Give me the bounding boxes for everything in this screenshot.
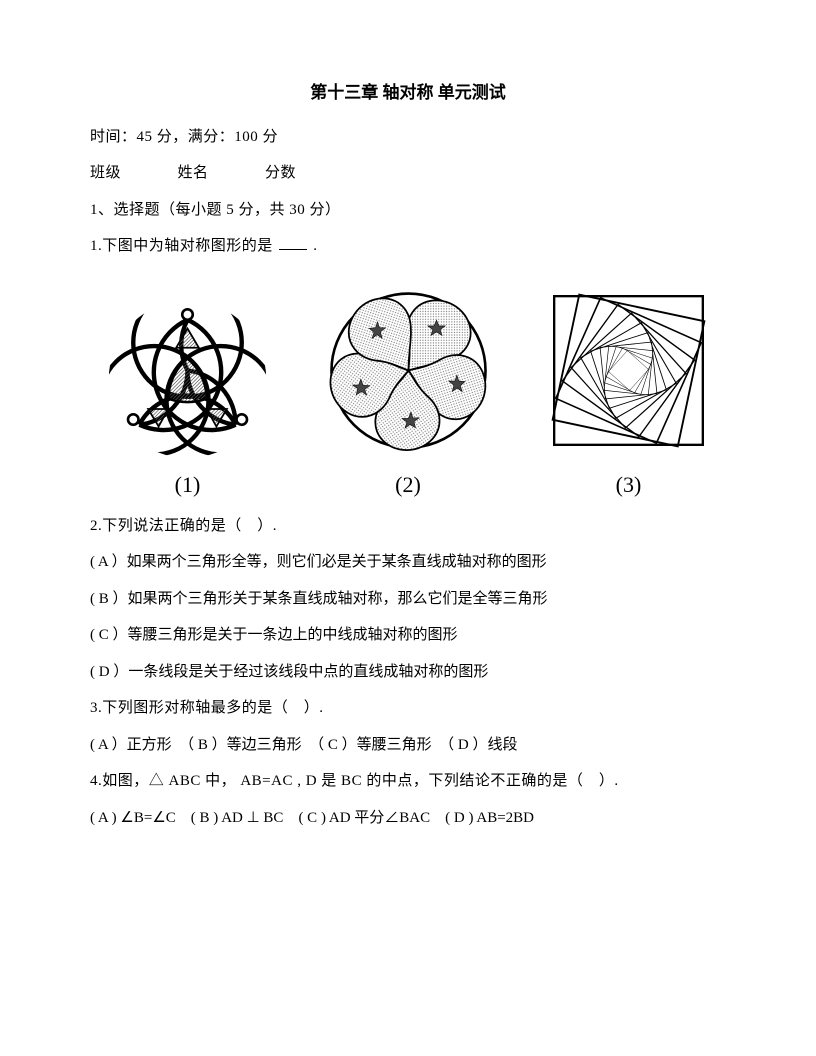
name-label: 姓名 <box>178 165 209 181</box>
q4-opts: ( A ) ∠B=∠C ( B ) AD ⊥ BC ( C ) AD 平分∠BA… <box>90 807 726 830</box>
q1-blank <box>279 235 307 250</box>
flower-icon <box>321 283 496 458</box>
figures-row: (1) <box>90 283 726 501</box>
class-label: 班级 <box>90 165 121 181</box>
q2-opt-d: ( D ）一条线段是关于经过该线段中点的直线成轴对称的图形 <box>90 661 726 684</box>
page-title: 第十三章 轴对称 单元测试 <box>90 80 726 106</box>
q1-text: 1.下图中为轴对称图形的是 <box>90 238 273 254</box>
section-header: 1、选择题（每小题 5 分，共 30 分） <box>90 199 726 222</box>
fig3-caption: (3) <box>616 468 642 501</box>
q2-opt-a: ( A ）如果两个三角形全等，则它们必是关于某条直线成轴对称的图形 <box>90 551 726 574</box>
q2-opt-c: ( C ）等腰三角形是关于一条边上的中线成轴对称的图形 <box>90 624 726 647</box>
page: 第十三章 轴对称 单元测试 时间：45 分，满分：100 分 班级 姓名 分数 … <box>0 0 816 903</box>
q2-opt-b: ( B ）如果两个三角形关于某条直线成轴对称，那么它们是全等三角形 <box>90 588 726 611</box>
q1-punct: . <box>313 238 317 254</box>
figure-2: (2) <box>321 283 496 501</box>
q4-stem: 4.如图，△ ABC 中， AB=AC , D 是 BC 的中点，下列结论不正确… <box>90 770 726 793</box>
time-line: 时间：45 分，满分：100 分 <box>90 126 726 149</box>
triquetra-icon <box>100 283 275 458</box>
fig1-caption: (1) <box>175 468 201 501</box>
q1-stem: 1.下图中为轴对称图形的是 . <box>90 235 726 258</box>
student-info: 班级 姓名 分数 <box>90 162 726 185</box>
spiral-squares-icon <box>541 283 716 458</box>
q3-opts: ( A ）正方形 （ B ）等边三角形 （ C ）等腰三角形 （ D ）线段 <box>90 734 726 757</box>
q3-stem: 3.下列图形对称轴最多的是（ ）. <box>90 697 726 720</box>
score-label: 分数 <box>265 165 296 181</box>
figure-1: (1) <box>100 283 275 501</box>
q2-stem: 2.下列说法正确的是（ ）. <box>90 515 726 538</box>
fig2-caption: (2) <box>395 468 421 501</box>
figure-3: (3) <box>541 283 716 501</box>
